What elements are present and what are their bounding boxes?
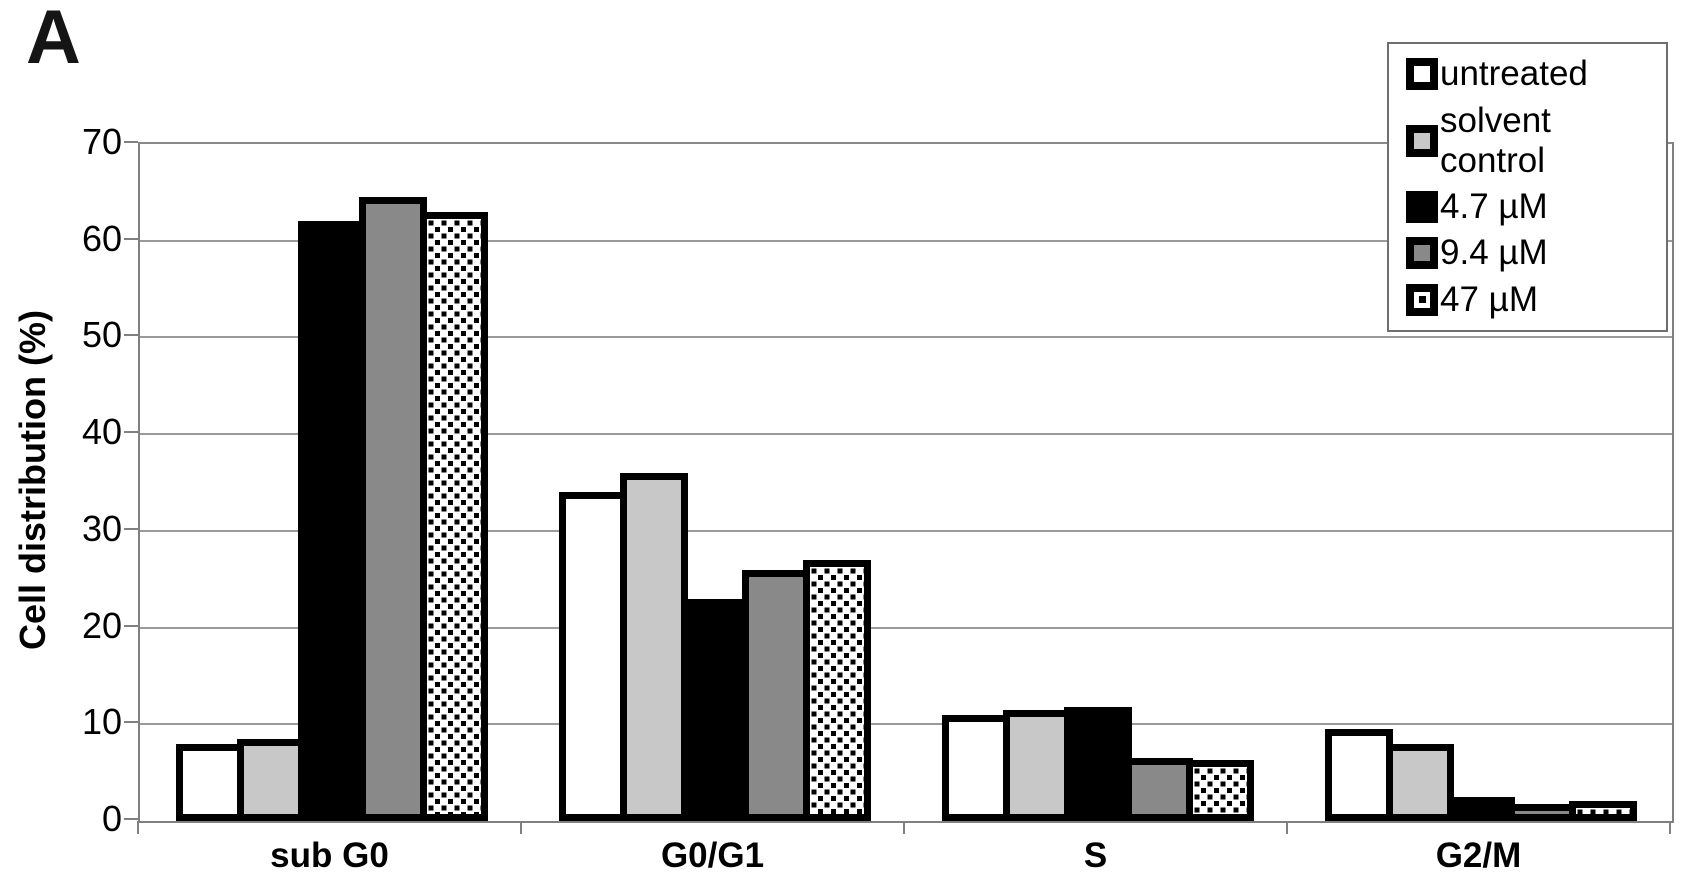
x-category-label: G2/M: [1435, 836, 1522, 875]
x-tick-mark: [903, 821, 905, 834]
y-tick-mark: [124, 721, 138, 724]
bar: [1124, 758, 1193, 821]
legend-item: 47 µM: [1406, 280, 1662, 320]
gridline: [140, 529, 1672, 532]
bar: [1568, 801, 1637, 821]
legend-swatch-dot: [1418, 296, 1426, 304]
bar: [1446, 797, 1515, 821]
bar: [1385, 744, 1454, 821]
x-tick-mark: [1669, 821, 1671, 834]
legend-label: untreated: [1440, 54, 1588, 94]
x-tick-mark: [1286, 821, 1288, 834]
y-tick-mark: [124, 527, 138, 530]
legend-swatch: [1406, 58, 1438, 91]
gridline: [140, 239, 1672, 242]
y-tick-label: 50: [81, 314, 122, 356]
legend-label: 47 µM: [1440, 279, 1538, 319]
bar: [297, 221, 366, 821]
x-category-label: G0/G1: [660, 836, 765, 875]
y-tick-label: 40: [81, 411, 122, 453]
gridline: [140, 626, 1672, 629]
legend-label: 4.7 µM: [1440, 186, 1548, 226]
legend-label: solvent control: [1440, 100, 1551, 180]
legend-item: 9.4 µM: [1406, 233, 1662, 273]
bar: [419, 212, 488, 821]
gridline: [140, 433, 1672, 436]
legend-swatch: [1406, 190, 1438, 223]
y-tick-mark: [124, 624, 138, 627]
bar: [680, 599, 749, 821]
bar: [1002, 710, 1071, 821]
gridline: [140, 723, 1672, 726]
x-category-label: sub G0: [270, 836, 389, 875]
bar: [175, 744, 244, 821]
x-tick-mark: [520, 821, 522, 834]
y-tick-label: 60: [81, 217, 122, 259]
y-tick-label: 70: [81, 121, 122, 162]
y-tick-label: 10: [81, 701, 122, 743]
x-tick-mark: [137, 821, 139, 834]
y-tick-mark: [124, 431, 138, 434]
y-tick-label: 30: [81, 507, 122, 549]
legend-item: untreated: [1406, 54, 1662, 94]
bar: [236, 739, 305, 821]
bar: [558, 492, 627, 821]
bar: [619, 473, 688, 821]
gridline: [140, 336, 1672, 339]
y-tick-label: 0: [101, 798, 122, 839]
bar: [802, 560, 871, 821]
bar: [741, 570, 810, 821]
y-tick-mark: [124, 334, 138, 337]
bar: [941, 715, 1010, 821]
y-tick-mark: [124, 818, 138, 820]
legend-swatch: [1406, 237, 1438, 270]
y-tick-mark: [124, 237, 138, 240]
x-category-label: S: [1083, 836, 1108, 875]
legend: untreated solvent control 4.7 µM 9.4 µM 47 µ…: [1387, 42, 1668, 332]
legend-label: 9.4 µM: [1440, 233, 1548, 273]
y-tick-mark: [124, 141, 138, 143]
legend-swatch: [1406, 124, 1438, 157]
legend-item: 4.7 µM: [1406, 187, 1662, 227]
bar: [1063, 707, 1132, 821]
panel-label: A: [26, 0, 82, 80]
bar: [1185, 760, 1254, 821]
legend-item: solvent control: [1406, 101, 1662, 181]
bar: [1324, 729, 1393, 821]
legend-swatch: [1406, 283, 1438, 316]
bar: [1507, 804, 1576, 821]
bar: [358, 197, 427, 821]
y-tick-label: 20: [81, 604, 122, 646]
